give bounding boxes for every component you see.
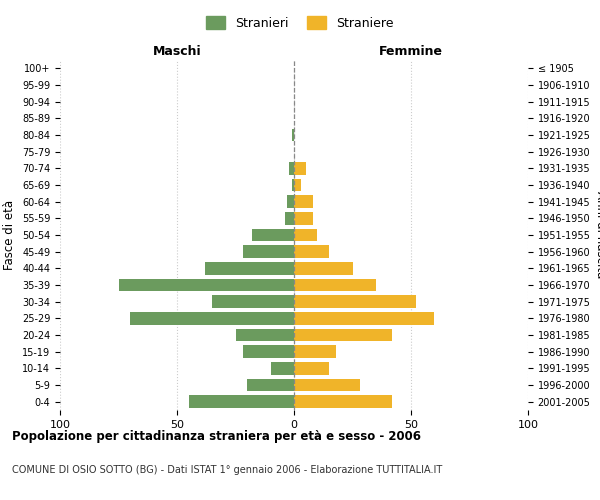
Y-axis label: Fasce di età: Fasce di età: [4, 200, 16, 270]
Text: Popolazione per cittadinanza straniera per età e sesso - 2006: Popolazione per cittadinanza straniera p…: [12, 430, 421, 443]
Bar: [294, 312, 434, 324]
Bar: [247, 379, 294, 391]
Text: COMUNE DI OSIO SOTTO (BG) - Dati ISTAT 1° gennaio 2006 - Elaborazione TUTTITALIA: COMUNE DI OSIO SOTTO (BG) - Dati ISTAT 1…: [12, 465, 442, 475]
Bar: [294, 196, 313, 208]
Bar: [130, 312, 294, 324]
Bar: [294, 329, 392, 341]
Bar: [119, 279, 294, 291]
Bar: [235, 329, 294, 341]
Bar: [294, 379, 359, 391]
Bar: [242, 346, 294, 358]
Bar: [294, 362, 329, 374]
Bar: [284, 212, 294, 224]
Bar: [294, 346, 336, 358]
Bar: [294, 246, 329, 258]
Legend: Stranieri, Straniere: Stranieri, Straniere: [202, 11, 398, 35]
Bar: [252, 229, 294, 241]
Bar: [292, 129, 294, 141]
Bar: [205, 262, 294, 274]
Bar: [242, 246, 294, 258]
Bar: [294, 396, 392, 408]
Bar: [294, 229, 317, 241]
Text: Maschi: Maschi: [152, 44, 202, 58]
Bar: [271, 362, 294, 374]
Bar: [292, 179, 294, 192]
Bar: [294, 179, 301, 192]
Bar: [294, 212, 313, 224]
Bar: [188, 396, 294, 408]
Bar: [294, 296, 416, 308]
Y-axis label: Anni di nascita: Anni di nascita: [594, 192, 600, 278]
Bar: [287, 196, 294, 208]
Bar: [294, 262, 353, 274]
Bar: [294, 279, 376, 291]
Bar: [289, 162, 294, 174]
Bar: [294, 162, 306, 174]
Text: Femmine: Femmine: [379, 44, 443, 58]
Bar: [212, 296, 294, 308]
